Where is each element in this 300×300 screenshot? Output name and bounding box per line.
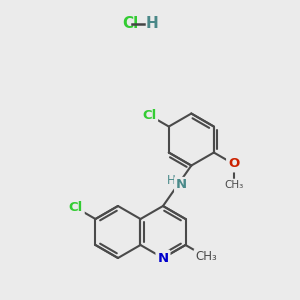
- Text: CH₃: CH₃: [195, 250, 217, 263]
- Text: O: O: [228, 158, 239, 170]
- Text: CH₃: CH₃: [224, 180, 243, 190]
- Text: Cl: Cl: [122, 16, 138, 32]
- Text: H: H: [146, 16, 159, 32]
- Text: N: N: [176, 178, 187, 191]
- Text: Cl: Cl: [68, 201, 83, 214]
- Text: H: H: [167, 174, 175, 187]
- Text: N: N: [158, 251, 169, 265]
- Text: Cl: Cl: [142, 109, 156, 122]
